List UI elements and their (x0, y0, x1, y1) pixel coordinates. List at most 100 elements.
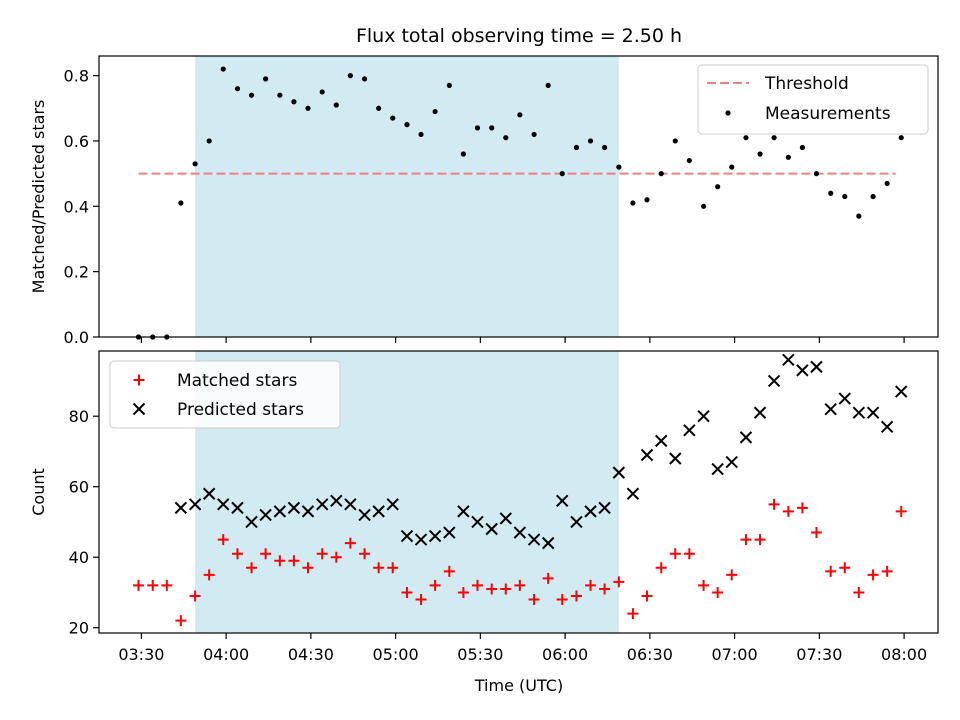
flux-chart: Flux total observing time = 2.50 h Time … (0, 0, 960, 720)
measurement-point-51 (856, 214, 861, 219)
x-tick-label-0: 03:30 (118, 645, 164, 664)
measurement-point-29 (546, 83, 551, 88)
x-tick-label-9: 08:00 (881, 645, 927, 664)
predicted-star-point-33 (641, 449, 652, 460)
observing-window-shade (195, 56, 619, 337)
matched-star-point-41 (712, 587, 723, 598)
predicted-star-point-49 (868, 407, 879, 418)
measurement-point-22 (447, 83, 452, 88)
top-legend: ThresholdMeasurements (698, 65, 928, 134)
measurement-point-27 (517, 112, 522, 117)
matched-star-point-2 (161, 580, 172, 591)
matched-star-point-39 (684, 548, 695, 559)
matched-star-point-52 (868, 569, 879, 580)
measurement-point-45 (771, 135, 776, 140)
measurement-point-52 (870, 194, 875, 199)
predicted-star-point-39 (726, 457, 737, 468)
measurement-point-5 (207, 138, 212, 143)
measurement-point-15 (348, 73, 353, 78)
measurement-point-14 (334, 102, 339, 107)
legend-predicted-label: Predicted stars (177, 400, 304, 420)
matched-star-point-37 (656, 562, 667, 573)
top-y-tick-label-3: 0.6 (64, 132, 89, 151)
matched-star-point-49 (825, 566, 836, 577)
predicted-star-point-50 (882, 421, 893, 432)
matched-star-point-53 (882, 566, 893, 577)
predicted-star-point-36 (684, 425, 695, 436)
matched-star-point-38 (670, 548, 681, 559)
measurement-point-50 (842, 194, 847, 199)
top-y-tick-label-2: 0.4 (64, 197, 89, 216)
legend-measurements-label: Measurements (765, 104, 891, 124)
measurement-point-33 (602, 145, 607, 150)
measurement-point-40 (701, 204, 706, 209)
matched-star-point-42 (726, 569, 737, 580)
matched-star-point-47 (797, 502, 808, 513)
measurement-point-30 (560, 171, 565, 176)
matched-star-point-54 (896, 506, 907, 517)
bottom-legend: Matched stars Predicted stars (110, 361, 340, 428)
legend-measurements-swatch (725, 110, 730, 115)
measurement-point-11 (291, 99, 296, 104)
measurement-point-41 (715, 184, 720, 189)
predicted-star-point-43 (783, 354, 794, 365)
measurement-point-36 (644, 197, 649, 202)
matched-star-point-0 (133, 580, 144, 591)
legend-matched-label: Matched stars (177, 371, 297, 391)
measurement-point-17 (376, 106, 381, 111)
matched-star-point-3 (175, 615, 186, 626)
measurement-point-18 (390, 115, 395, 120)
measurement-point-25 (489, 125, 494, 130)
x-tick-label-1: 04:00 (203, 645, 249, 664)
matched-star-point-48 (811, 527, 822, 538)
x-tick-label-3: 05:00 (373, 645, 419, 664)
measurement-point-13 (320, 89, 325, 94)
measurement-point-16 (362, 76, 367, 81)
matched-star-point-43 (740, 534, 751, 545)
measurement-point-47 (800, 145, 805, 150)
top-y-tick-label-0: 0.0 (64, 328, 89, 347)
top-panel: 0.0 0.2 0.4 0.6 0.8 Matched/Predicted stars Th… (29, 56, 938, 347)
matched-star-point-50 (839, 562, 850, 573)
predicted-star-point-0 (175, 502, 186, 513)
predicted-star-point-46 (825, 404, 836, 415)
top-y-axis-label: Matched/Predicted stars (29, 100, 48, 294)
bottom-y-tick-label-1: 40 (69, 548, 89, 567)
measurement-point-53 (885, 181, 890, 186)
predicted-star-point-32 (627, 488, 638, 499)
x-tick-label-2: 04:30 (288, 645, 334, 664)
measurement-point-26 (503, 135, 508, 140)
predicted-star-point-41 (755, 407, 766, 418)
chart-title: Flux total observing time = 2.50 h (356, 25, 682, 47)
top-y-tick-label-1: 0.2 (64, 263, 89, 282)
bottom-panel: 2040608003:30 04:00 04:30 05:00 05:30 06:00 06… (29, 351, 938, 664)
predicted-star-point-45 (811, 361, 822, 372)
x-tick-label-8: 07:30 (796, 645, 842, 664)
measurement-point-21 (433, 109, 438, 114)
predicted-star-point-47 (839, 393, 850, 404)
x-axis-label: Time (UTC) (474, 676, 563, 695)
measurement-point-32 (588, 138, 593, 143)
measurement-point-7 (235, 86, 240, 91)
measurement-point-3 (178, 200, 183, 205)
matched-star-point-35 (627, 608, 638, 619)
x-tick-label-6: 06:30 (627, 645, 673, 664)
matched-star-point-46 (783, 506, 794, 517)
predicted-star-point-34 (656, 435, 667, 446)
measurement-point-48 (814, 171, 819, 176)
matched-star-point-1 (147, 580, 158, 591)
predicted-star-point-48 (853, 407, 864, 418)
matched-star-point-51 (853, 587, 864, 598)
measurement-point-8 (249, 93, 254, 98)
measurement-point-54 (899, 135, 904, 140)
bottom-y-axis-label: Count (29, 468, 48, 516)
measurement-point-43 (743, 135, 748, 140)
predicted-star-point-44 (797, 365, 808, 376)
measurement-point-23 (461, 151, 466, 156)
measurement-point-19 (404, 122, 409, 127)
predicted-star-point-38 (712, 464, 723, 475)
measurement-point-49 (828, 191, 833, 196)
measurement-point-12 (305, 106, 310, 111)
measurement-point-42 (729, 164, 734, 169)
measurement-point-31 (574, 145, 579, 150)
